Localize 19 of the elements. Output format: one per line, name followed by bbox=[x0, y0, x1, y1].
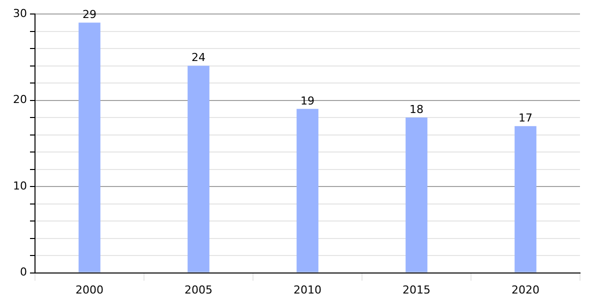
x-tick-label: 2010 bbox=[294, 283, 322, 296]
bar bbox=[78, 22, 100, 272]
y-tick-label: 20 bbox=[12, 93, 27, 106]
x-tick-label: 2005 bbox=[184, 283, 212, 296]
data-label: 19 bbox=[300, 94, 314, 108]
x-tick-label: 2000 bbox=[75, 283, 104, 296]
x-tick-label: 2015 bbox=[402, 283, 430, 296]
y-tick-label: 30 bbox=[12, 6, 27, 20]
data-label: 29 bbox=[82, 8, 96, 21]
bar bbox=[296, 108, 318, 272]
y-tick-label: 0 bbox=[20, 266, 27, 279]
x-tick-label: 2020 bbox=[512, 283, 540, 296]
bar bbox=[188, 66, 210, 272]
bar bbox=[514, 126, 536, 272]
data-label: 17 bbox=[518, 112, 532, 125]
data-label: 24 bbox=[192, 51, 206, 64]
data-label: 18 bbox=[410, 102, 424, 116]
bar bbox=[406, 118, 428, 272]
y-tick-label: 10 bbox=[12, 179, 27, 192]
